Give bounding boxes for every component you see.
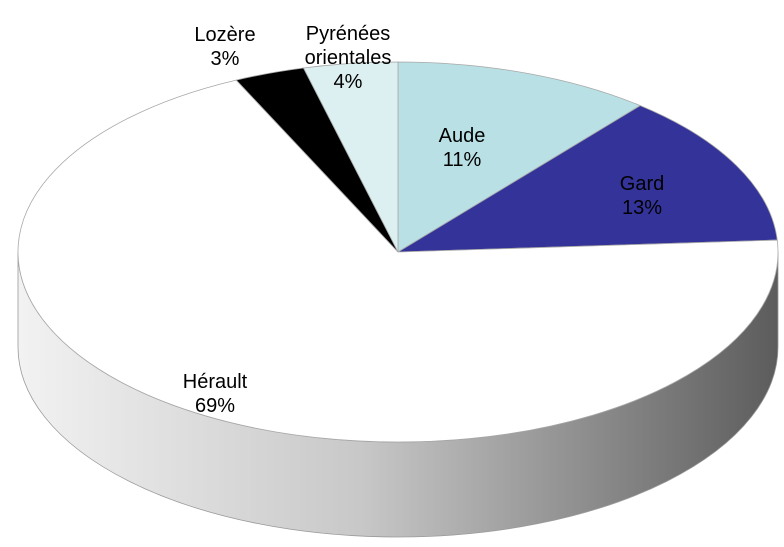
category-label: Aude	[438, 125, 486, 147]
value-label: 13%	[621, 197, 663, 219]
category-label: Pyrénées orientales	[304, 23, 392, 69]
pie-slice	[302, 61, 399, 253]
category-label: Hérault	[182, 371, 248, 393]
slice-label: Gard 13%	[582, 172, 702, 220]
category-label: Gard	[619, 173, 665, 195]
slice-label: Aude 11%	[402, 124, 522, 172]
category-label: Lozère	[194, 24, 256, 46]
slice-label: Hérault 69%	[155, 370, 275, 418]
pie-slice	[397, 61, 642, 253]
value-label: 3%	[210, 48, 240, 70]
slice-label: Lozère 3%	[180, 23, 270, 71]
value-label: 69%	[194, 395, 236, 417]
pie-slice	[396, 105, 778, 253]
value-label: 4%	[333, 71, 363, 93]
slice-label: Pyrénées orientales 4%	[293, 22, 403, 94]
pie-slice	[17, 79, 779, 443]
value-label: 11%	[442, 149, 482, 171]
